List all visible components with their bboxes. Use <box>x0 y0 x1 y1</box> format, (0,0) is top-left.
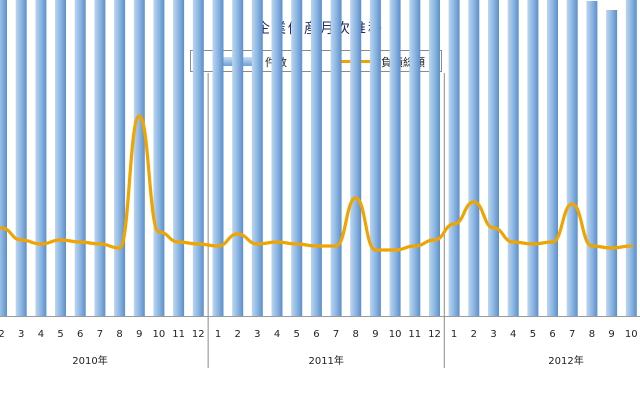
bar-32 <box>625 0 637 316</box>
bar-6 <box>114 0 126 316</box>
month-label-10: 12 <box>192 329 205 340</box>
month-label-27: 5 <box>530 329 536 340</box>
bar-29 <box>566 0 578 316</box>
bar-9 <box>173 0 185 316</box>
month-label-15: 5 <box>294 329 300 340</box>
month-label-24: 2 <box>471 329 477 340</box>
year-label-0: 2010年 <box>72 354 107 367</box>
month-label-23: 1 <box>451 329 457 340</box>
year-label-2: 2012年 <box>548 354 583 367</box>
bar-13 <box>251 0 263 316</box>
bar-22 <box>429 0 440 316</box>
month-label-13: 3 <box>254 329 260 340</box>
bar-25 <box>488 0 499 316</box>
bar-23 <box>448 0 460 316</box>
bar-15 <box>291 0 303 316</box>
bar-5 <box>94 0 106 316</box>
month-label-21: 11 <box>408 329 421 340</box>
month-label-22: 12 <box>428 329 441 340</box>
bar-2 <box>35 0 47 316</box>
bar-24 <box>468 0 480 316</box>
bar-3 <box>55 0 66 316</box>
bar-31 <box>606 10 618 316</box>
month-label-3: 5 <box>57 329 63 340</box>
bar-12 <box>232 0 244 316</box>
month-label-17: 7 <box>333 329 339 340</box>
month-label-30: 8 <box>589 329 595 340</box>
month-label-20: 10 <box>389 329 402 340</box>
month-label-18: 8 <box>353 329 359 340</box>
bar-26 <box>507 0 519 316</box>
series-line-liabilities <box>0 114 633 252</box>
month-label-6: 8 <box>116 329 122 340</box>
month-label-11: 1 <box>215 329 221 340</box>
month-label-14: 4 <box>274 329 280 340</box>
bar-18 <box>350 0 362 316</box>
month-label-1: 3 <box>18 329 24 340</box>
bar-0 <box>0 0 7 316</box>
month-label-25: 3 <box>490 329 496 340</box>
month-label-9: 11 <box>172 329 185 340</box>
bar-19 <box>369 0 381 316</box>
bar-14 <box>271 0 283 316</box>
bar-20 <box>389 0 401 316</box>
bar-10 <box>192 0 204 316</box>
month-label-31: 9 <box>608 329 614 340</box>
bar-21 <box>409 0 421 316</box>
month-label-12: 2 <box>235 329 241 340</box>
month-label-28: 6 <box>549 329 555 340</box>
year-label-1: 2011年 <box>308 354 343 367</box>
bar-11 <box>212 0 224 316</box>
month-label-32: 10 <box>625 329 638 340</box>
month-label-5: 7 <box>97 329 103 340</box>
bar-27 <box>527 0 539 316</box>
bar-30 <box>586 1 598 316</box>
bar-8 <box>153 0 165 316</box>
month-label-29: 7 <box>569 329 575 340</box>
bar-16 <box>310 0 322 316</box>
bar-7 <box>133 0 145 316</box>
month-label-2: 4 <box>38 329 44 340</box>
month-label-4: 6 <box>77 329 83 340</box>
bar-28 <box>547 0 558 316</box>
month-label-7: 9 <box>136 329 142 340</box>
bar-1 <box>15 0 27 316</box>
month-label-26: 4 <box>510 329 516 340</box>
bar-17 <box>330 0 342 316</box>
month-label-16: 6 <box>313 329 319 340</box>
month-label-19: 9 <box>372 329 378 340</box>
month-label-8: 10 <box>153 329 166 340</box>
bar-4 <box>74 0 86 316</box>
month-label-0: 2 <box>0 329 5 340</box>
